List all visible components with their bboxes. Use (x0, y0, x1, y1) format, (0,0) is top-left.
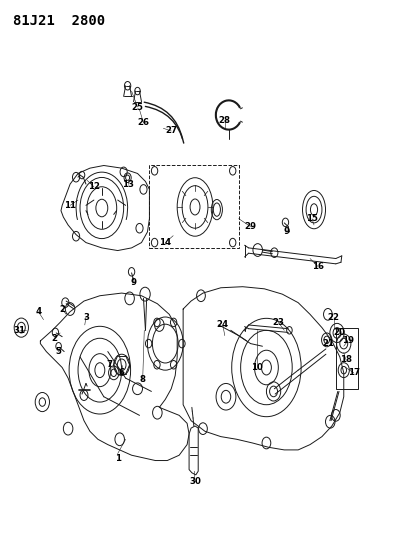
Text: 2: 2 (59, 304, 65, 313)
Text: 25: 25 (132, 102, 143, 111)
Text: 30: 30 (189, 478, 201, 486)
Bar (336, 328, 358, 389)
Text: 19: 19 (342, 336, 354, 345)
Text: 13: 13 (122, 180, 134, 189)
Text: 12: 12 (88, 182, 100, 191)
Text: 1: 1 (115, 455, 121, 463)
Text: 14: 14 (159, 238, 172, 247)
Text: 16: 16 (312, 262, 324, 271)
Text: 10: 10 (251, 363, 262, 372)
Text: 9: 9 (283, 228, 289, 237)
Text: 15: 15 (306, 214, 318, 223)
Text: 7: 7 (107, 360, 113, 369)
Text: 81J21  2800: 81J21 2800 (13, 14, 105, 28)
Text: 5: 5 (55, 347, 61, 356)
Text: 27: 27 (165, 126, 177, 135)
Text: 21: 21 (322, 339, 334, 348)
Text: 3: 3 (83, 312, 89, 321)
Text: 2: 2 (51, 334, 57, 343)
Text: 22: 22 (328, 312, 340, 321)
Text: 17: 17 (347, 368, 360, 377)
Text: 8: 8 (140, 375, 146, 384)
Text: 9: 9 (131, 278, 137, 287)
Text: 18: 18 (340, 355, 352, 364)
Text: 29: 29 (244, 222, 257, 231)
Text: 23: 23 (272, 318, 284, 327)
Text: 11: 11 (64, 201, 76, 210)
Bar (149, 165, 239, 248)
Text: 4: 4 (35, 307, 41, 316)
Text: 26: 26 (137, 118, 150, 127)
Text: 24: 24 (217, 320, 229, 329)
Text: 28: 28 (219, 116, 231, 125)
Text: 20: 20 (334, 328, 346, 337)
Text: 31: 31 (14, 326, 26, 335)
Text: 6: 6 (119, 368, 125, 377)
